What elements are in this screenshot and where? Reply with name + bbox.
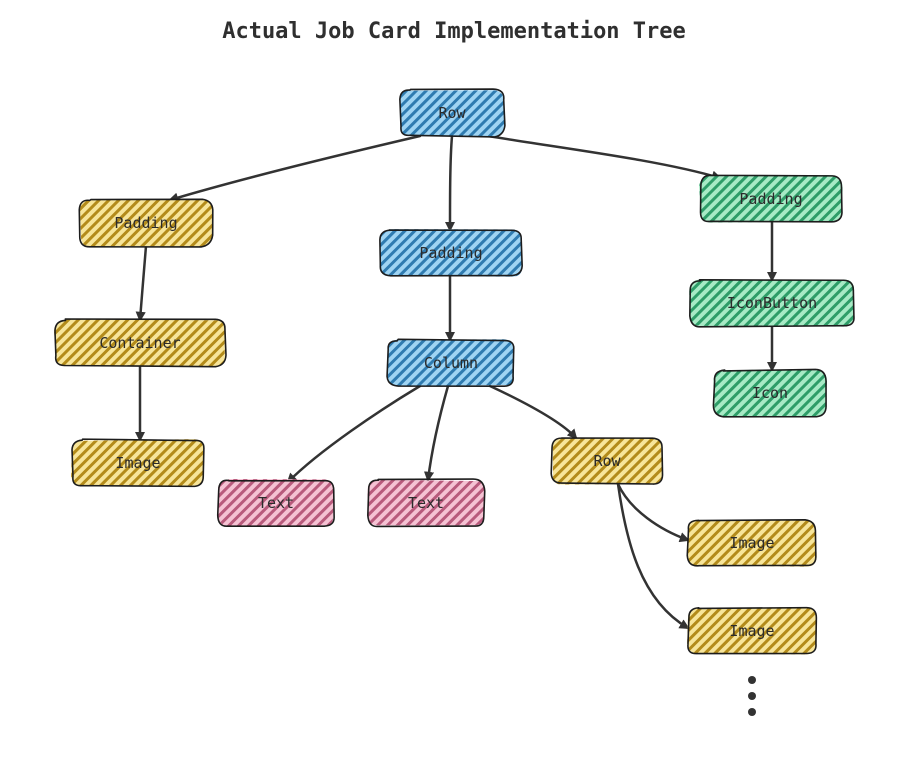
node-label-image-l: Image bbox=[115, 454, 160, 472]
edge-row-2-image-r2 bbox=[618, 484, 688, 628]
node-column: Column bbox=[387, 339, 514, 386]
node-label-image-r2: Image bbox=[729, 622, 774, 640]
node-label-iconbutton: IconButton bbox=[727, 294, 817, 312]
diagram-root: { "diagram": { "type": "tree", "title": … bbox=[0, 0, 909, 768]
node-iconbutton: IconButton bbox=[689, 279, 854, 326]
node-label-column: Column bbox=[424, 354, 478, 372]
node-label-icon: Icon bbox=[752, 384, 788, 402]
node-label-row-root: Row bbox=[438, 104, 466, 122]
node-padding-r: Padding bbox=[699, 175, 842, 222]
ellipsis-dot bbox=[748, 692, 756, 700]
node-image-r2: Image bbox=[687, 607, 816, 654]
node-container-l: Container bbox=[54, 319, 226, 367]
node-row-root: Row bbox=[399, 89, 505, 137]
node-label-text-2: Text bbox=[408, 494, 444, 512]
edge-column-text-2 bbox=[428, 386, 448, 480]
edge-row-root-padding-r bbox=[488, 136, 720, 178]
edge-column-text-1 bbox=[288, 386, 420, 482]
edge-row-root-padding-m bbox=[450, 136, 452, 230]
node-label-padding-l: Padding bbox=[114, 214, 177, 232]
edge-column-row-2 bbox=[490, 386, 576, 438]
node-row-2: Row bbox=[551, 438, 662, 485]
node-label-row-2: Row bbox=[593, 452, 621, 470]
edge-row-2-image-r1 bbox=[618, 484, 688, 540]
ellipsis-dot bbox=[748, 676, 756, 684]
node-label-container-l: Container bbox=[99, 334, 180, 352]
node-label-padding-m: Padding bbox=[419, 244, 482, 262]
edge-padding-l-container-l bbox=[140, 246, 146, 320]
node-padding-l: Padding bbox=[79, 199, 213, 247]
edge-row-root-padding-l bbox=[170, 136, 420, 200]
node-icon: Icon bbox=[713, 369, 827, 417]
node-text-2: Text bbox=[368, 479, 485, 526]
node-text-1: Text bbox=[218, 479, 335, 527]
tree-diagram: Row Padding Container Image Padding Column Tex… bbox=[0, 0, 909, 768]
ellipsis-dot bbox=[748, 708, 756, 716]
node-padding-m: Padding bbox=[379, 229, 522, 277]
node-image-l: Image bbox=[71, 439, 204, 486]
node-label-image-r1: Image bbox=[729, 534, 774, 552]
node-label-padding-r: Padding bbox=[739, 190, 802, 208]
node-label-text-1: Text bbox=[258, 494, 294, 512]
diagram-title: Actual Job Card Implementation Tree bbox=[222, 19, 686, 44]
node-image-r1: Image bbox=[687, 520, 817, 567]
